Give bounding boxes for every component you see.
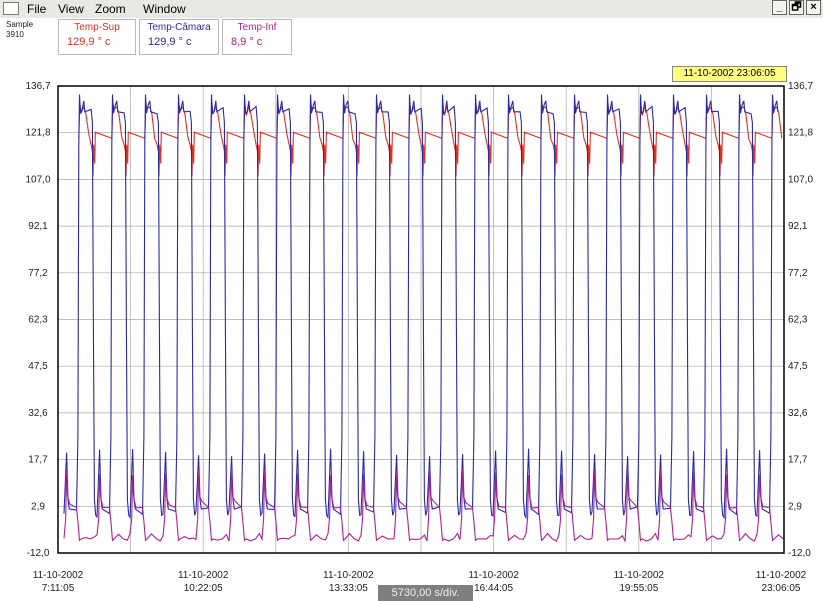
menu-bar: File View Zoom Window _ 🗗 × xyxy=(0,0,823,19)
menu-view[interactable]: View xyxy=(58,2,84,16)
x-tick-date: 11-10-2002 xyxy=(613,570,664,581)
legend-name: Temp-Câmara xyxy=(147,22,211,33)
menu-window[interactable]: Window xyxy=(143,2,186,16)
y-tick-label-right: 62,3 xyxy=(788,315,808,326)
y-tick-label-right: 2,9 xyxy=(788,501,802,512)
legend-temp-sup[interactable]: Temp-Sup 129,9 ° c xyxy=(58,19,136,55)
time-scale-indicator[interactable]: 5730,00 s/div. xyxy=(378,585,473,601)
y-tick-label-left: 62,3 xyxy=(28,315,48,326)
legend-bar xyxy=(0,18,823,68)
x-tick-time: 13:33:05 xyxy=(328,583,368,594)
x-tick-date: 11-10-2002 xyxy=(468,570,519,581)
close-button[interactable]: × xyxy=(806,0,821,15)
y-tick-label-left: 2,9 xyxy=(31,501,45,512)
x-tick-time: 23:06:05 xyxy=(761,583,801,594)
y-tick-label-right: 136,7 xyxy=(788,81,813,92)
x-tick-date: 11-10-2002 xyxy=(755,570,807,581)
legend-temp-camara[interactable]: Temp-Câmara 129,9 ° c xyxy=(139,19,219,55)
series-line-temp-c-mara xyxy=(63,94,779,520)
x-tick-time: 19:55:05 xyxy=(619,583,659,594)
sample-label: Sample xyxy=(6,20,34,29)
y-tick-label-left: 17,7 xyxy=(28,455,48,466)
y-tick-label-right: 17,7 xyxy=(788,455,808,466)
legend-value: 8,9 ° c xyxy=(231,36,263,48)
y-tick-label-right: 92,1 xyxy=(788,221,808,232)
menu-zoom[interactable]: Zoom xyxy=(95,2,126,16)
x-tick-date: 11-10-2002 xyxy=(323,570,374,581)
app-chart-icon[interactable] xyxy=(3,2,19,15)
x-tick-time: 16:44:05 xyxy=(474,583,514,594)
y-tick-label-left: 136,7 xyxy=(25,81,50,92)
legend-value: 129,9 ° c xyxy=(148,36,192,48)
restore-button[interactable]: 🗗 xyxy=(789,0,804,15)
y-tick-label-right: 121,8 xyxy=(788,128,813,139)
y-tick-label-left: 121,8 xyxy=(25,128,50,139)
x-tick-label: 11-10-2002 19:55:05 xyxy=(599,569,679,595)
sample-counter: Sample 3910 xyxy=(6,20,33,40)
x-tick-label: 11-10-2002 16:44:05 xyxy=(454,569,534,595)
legend-name: Temp-Inf xyxy=(237,22,277,33)
series-line-temp-sup xyxy=(78,103,783,177)
x-tick-label: 11-10-2002 7:11:05 xyxy=(18,569,98,595)
y-tick-label-right: -12,0 xyxy=(788,548,811,559)
x-tick-label: 11-10-2002 10:22:05 xyxy=(163,569,243,595)
minimize-button[interactable]: _ xyxy=(772,0,787,15)
y-tick-label-right: 77,2 xyxy=(788,268,808,279)
x-tick-time: 10:22:05 xyxy=(183,583,223,594)
sample-value: 3910 xyxy=(6,30,24,39)
y-tick-label-left: 92,1 xyxy=(28,221,48,232)
menu-file[interactable]: File xyxy=(27,2,47,16)
y-tick-label-right: 47,5 xyxy=(788,361,808,372)
x-tick-time: 7:11:05 xyxy=(41,583,75,594)
plot-frame xyxy=(57,85,785,554)
y-tick-label-left: -12,0 xyxy=(27,548,50,559)
x-tick-label: 11-10-2002 23:06:05 xyxy=(741,569,821,595)
series-line-temp-inf xyxy=(63,467,784,543)
x-tick-label: 11-10-2002 13:33:05 xyxy=(308,569,388,595)
x-tick-date: 11-10-2002 xyxy=(177,570,229,581)
legend-temp-inf[interactable]: Temp-Inf 8,9 ° c xyxy=(222,19,292,55)
y-tick-label-right: 32,6 xyxy=(788,408,808,419)
y-tick-label-left: 47,5 xyxy=(28,361,48,372)
y-tick-label-right: 107,0 xyxy=(788,174,813,185)
x-tick-date: 11-10-2002 xyxy=(32,570,84,581)
y-tick-label-left: 77,2 xyxy=(28,268,48,279)
legend-name: Temp-Sup xyxy=(74,22,120,33)
y-tick-label-left: 107,0 xyxy=(25,174,50,185)
legend-value: 129,9 ° c xyxy=(67,36,111,48)
cursor-time-badge: 11-10-2002 23:06:05 xyxy=(672,66,787,82)
y-tick-label-left: 32,6 xyxy=(28,408,48,419)
